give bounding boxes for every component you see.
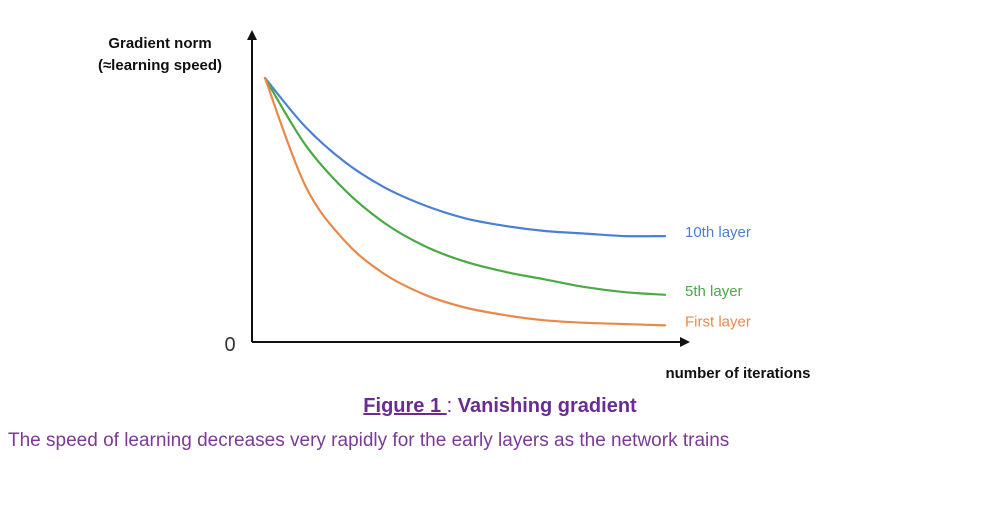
caption-title-text: Vanishing gradient bbox=[457, 395, 637, 417]
x-axis-arrowhead bbox=[680, 337, 690, 347]
x-axis-title: number of iterations bbox=[665, 365, 810, 382]
y-axis-arrowhead bbox=[247, 30, 257, 40]
series-line-10th-layer bbox=[263, 76, 667, 238]
y-zero-label: 0 bbox=[224, 334, 235, 356]
y-axis-title-line1: Gradient norm bbox=[108, 35, 211, 52]
vanishing-gradient-chart: Gradient norm (≈learning speed) 0 number… bbox=[98, 30, 811, 382]
series-group: 10th layer 5th layer First layer bbox=[263, 76, 751, 330]
series-line-5th-layer bbox=[263, 76, 667, 296]
figure-caption-description: The speed of learning decreases very rap… bbox=[8, 430, 730, 451]
figure-reference: Figure 1 bbox=[363, 395, 447, 417]
series-line-first-layer bbox=[263, 76, 667, 327]
series-label-first-layer: First layer bbox=[685, 313, 751, 330]
series-label-5th-layer: 5th layer bbox=[685, 283, 743, 300]
y-axis-title-line2: (≈learning speed) bbox=[98, 57, 222, 74]
caption-separator: : bbox=[446, 395, 458, 417]
figure-caption-title: Figure 1 : Vanishing gradient bbox=[0, 395, 984, 418]
series-label-10th-layer: 10th layer bbox=[685, 224, 751, 241]
